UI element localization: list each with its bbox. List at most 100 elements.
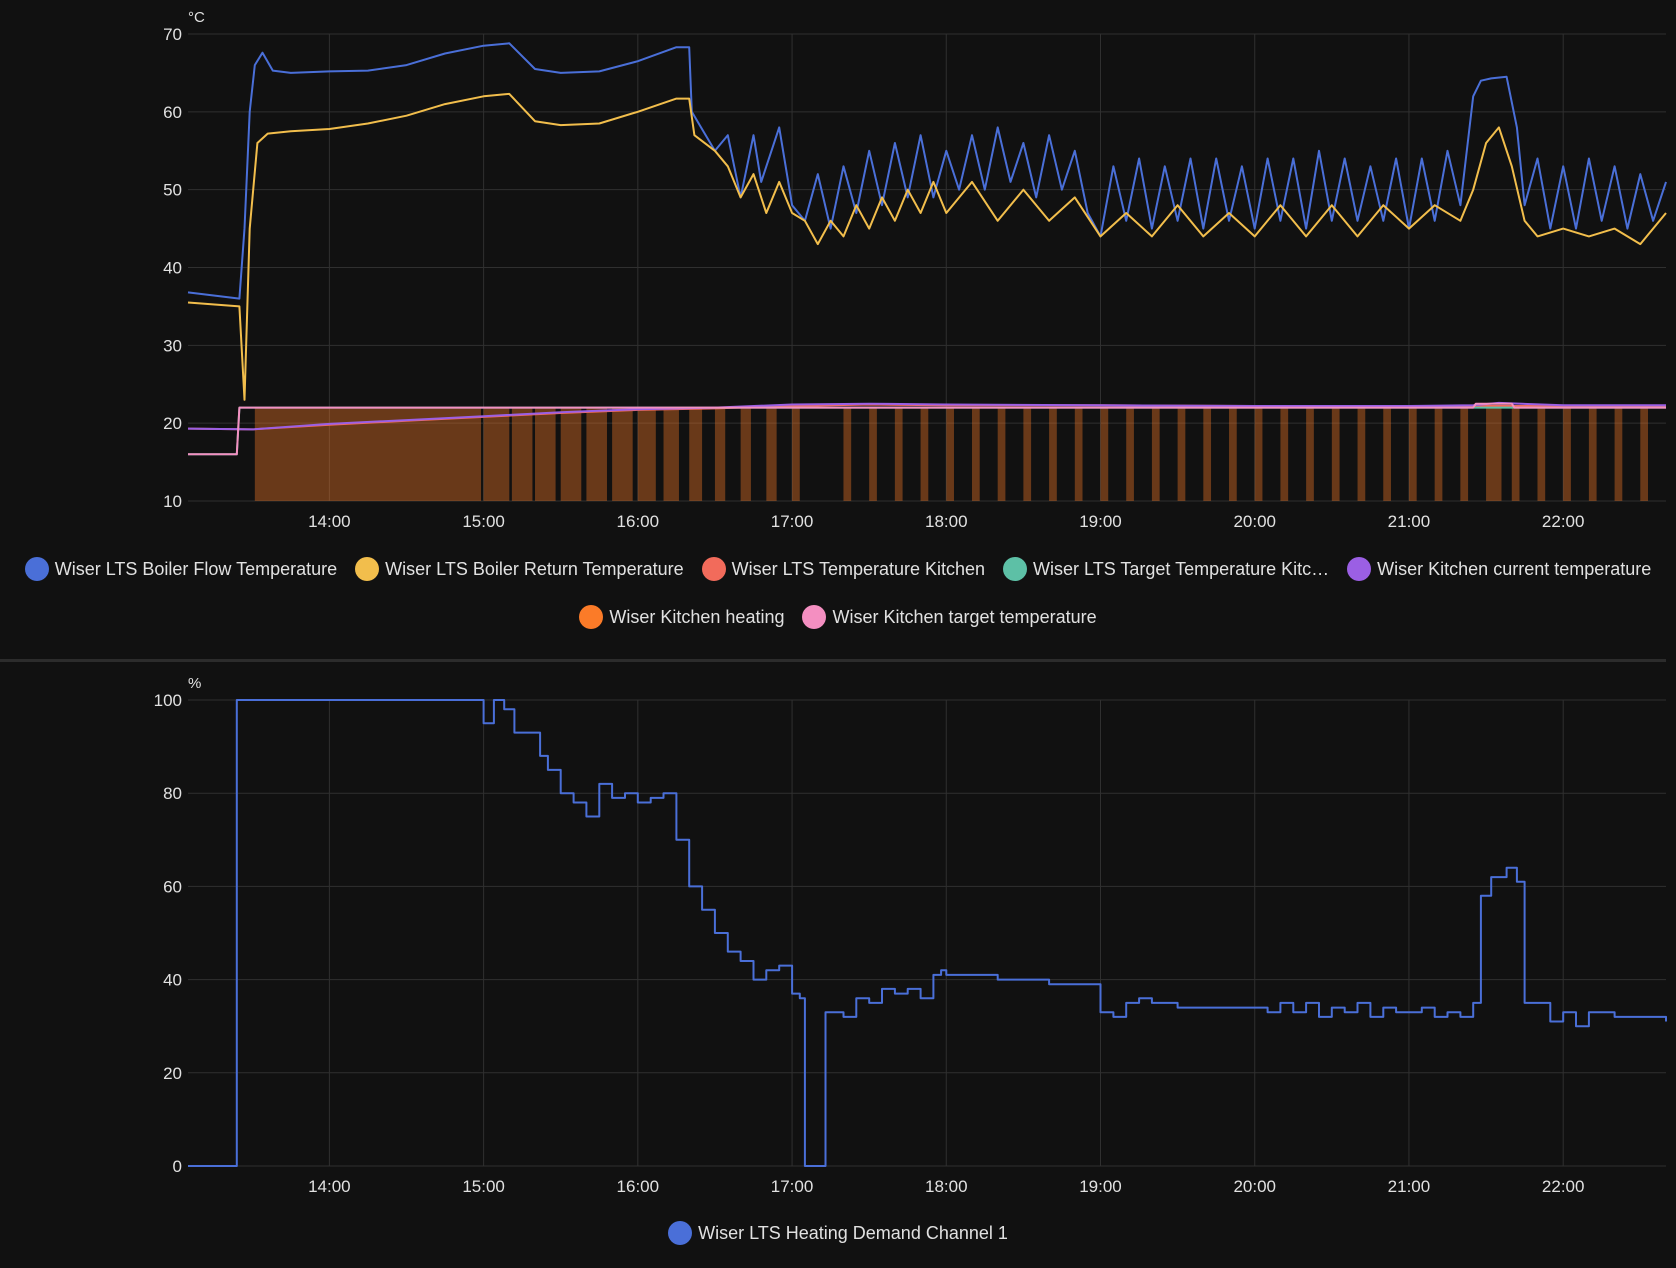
heating-on-bar <box>843 407 852 501</box>
heating-on-bar <box>1023 407 1032 501</box>
heating-on-bar <box>560 407 582 501</box>
series-line-wiser-kitchen-current-temperature <box>187 401 1666 431</box>
temperature-legend: Wiser LTS Boiler Flow Temperature Wiser L… <box>0 545 1676 641</box>
temperature-y-tick-label: 20 <box>163 414 182 433</box>
legend-item-wiser-lts-target-temperature-kitc[interactable]: Wiser LTS Target Temperature Kitc… <box>1003 545 1329 593</box>
legend-item-wiser-lts-boiler-return-temperature[interactable]: Wiser LTS Boiler Return Temperature <box>355 545 684 593</box>
series-line-wiser-lts-boiler-flow-temperature <box>187 42 1667 300</box>
heating-on-bar <box>663 407 679 501</box>
series-line-wiser-lts-heating-demand-channel-1 <box>188 699 1667 1167</box>
series-line-wiser-kitchen-target-temperature <box>188 402 1666 456</box>
temperature-x-tick-label: 19:00 <box>1079 512 1122 531</box>
heating-on-bar <box>1434 407 1443 501</box>
temperature-y-tick-label: 30 <box>163 336 182 355</box>
temperature-x-tick-label: 20:00 <box>1233 512 1276 531</box>
legend-label: Wiser Kitchen heating <box>609 606 785 627</box>
kitchen-heating-bars <box>254 407 1649 501</box>
legend-swatch <box>355 557 380 581</box>
heating-on-bar <box>1177 407 1186 501</box>
heating-on-bar <box>971 407 980 501</box>
demand-legend: Wiser LTS Heating Demand Channel 1 <box>0 1209 1676 1257</box>
heating-on-bar <box>511 407 533 501</box>
heating-on-bar <box>483 407 510 501</box>
temperature-y-tick-labels: 10 20 30 40 50 60 70 <box>163 25 182 511</box>
heating-on-bar <box>1511 407 1520 501</box>
temperature-y-tick-label: 40 <box>163 259 182 278</box>
chart-divider <box>0 659 1666 662</box>
heating-on-bar <box>1100 407 1109 501</box>
temperature-y-tick-label: 10 <box>163 492 182 511</box>
heating-on-bar <box>1203 407 1212 501</box>
heating-on-bar <box>1588 407 1597 501</box>
demand-x-tick-label: 17:00 <box>771 1177 814 1196</box>
legend-item-wiser-kitchen-target-temperature[interactable]: Wiser Kitchen target temperature <box>802 593 1097 641</box>
legend-label: Wiser Kitchen target temperature <box>832 606 1097 627</box>
legend-label: Wiser LTS Boiler Return Temperature <box>385 558 684 579</box>
temperature-y-tick-label: 70 <box>163 25 182 44</box>
series-line-wiser-lts-boiler-return-temperature <box>187 92 1667 401</box>
legend-item-wiser-lts-boiler-flow-temperature[interactable]: Wiser LTS Boiler Flow Temperature <box>24 545 338 593</box>
heating-on-bar <box>1049 407 1057 501</box>
heating-on-bar <box>1357 407 1366 501</box>
heating-on-bar <box>1614 407 1623 501</box>
legend-swatch <box>802 605 827 629</box>
legend-item-wiser-lts-heating-demand-channel-1[interactable]: Wiser LTS Heating Demand Channel 1 <box>668 1209 1008 1257</box>
legend-label: Wiser Kitchen current temperature <box>1377 558 1652 579</box>
legend-swatch <box>701 557 726 581</box>
heating-on-bar <box>792 407 800 501</box>
temperature-y-tick-label: 60 <box>163 103 182 122</box>
temperature-x-tick-label: 21:00 <box>1388 512 1431 531</box>
heating-on-bar <box>689 407 703 501</box>
heating-on-bar <box>1229 407 1237 501</box>
temperature-chart: °C 10 20 30 40 50 60 70 14:00 15:00 16:00 17:00 18… <box>163 9 1667 531</box>
legend-swatch <box>24 557 49 581</box>
temperature-x-tick-labels: 14:00 15:00 16:00 17:00 18:00 19:00 20:00 21:00… <box>308 512 1584 531</box>
demand-x-tick-label: 15:00 <box>462 1177 505 1196</box>
demand-y-tick-label: 40 <box>163 971 182 990</box>
legend-swatch <box>668 1221 693 1245</box>
legend-item-wiser-kitchen-heating[interactable]: Wiser Kitchen heating <box>579 593 784 641</box>
demand-grid <box>188 699 1666 1167</box>
heating-on-bar <box>637 407 656 501</box>
heating-on-bar <box>535 407 556 501</box>
heating-on-bar <box>1537 407 1546 501</box>
heating-on-bar <box>1306 407 1314 501</box>
demand-x-tick-labels: 14:00 15:00 16:00 17:00 18:00 19:00 20:00 21:00… <box>308 1177 1584 1196</box>
demand-x-tick-label: 21:00 <box>1388 1177 1431 1196</box>
heating-on-bar <box>586 407 607 501</box>
legend-swatch <box>579 605 604 629</box>
temperature-x-tick-label: 16:00 <box>617 512 660 531</box>
demand-x-tick-label: 22:00 <box>1542 1177 1585 1196</box>
temperature-lines <box>187 42 1667 456</box>
demand-y-tick-label: 100 <box>154 691 182 710</box>
temperature-unit-label: °C <box>188 9 205 26</box>
heating-on-bar <box>1563 407 1571 501</box>
legend-label: Wiser LTS Boiler Flow Temperature <box>54 558 338 579</box>
demand-y-tick-labels: 0 20 40 60 80 100 <box>154 691 182 1176</box>
heating-on-bar <box>612 407 633 501</box>
demand-x-tick-label: 19:00 <box>1079 1177 1122 1196</box>
heating-on-bar <box>1074 407 1083 501</box>
temperature-x-tick-label: 22:00 <box>1542 512 1585 531</box>
temperature-x-tick-label: 18:00 <box>925 512 968 531</box>
legend-swatch <box>1347 557 1372 581</box>
temperature-y-tick-label: 50 <box>163 181 182 200</box>
heating-on-bar <box>1383 407 1391 501</box>
temperature-x-tick-label: 17:00 <box>771 512 814 531</box>
heating-on-bar <box>1408 407 1417 501</box>
temperature-x-tick-label: 14:00 <box>308 512 351 531</box>
heating-on-bar <box>1331 407 1340 501</box>
demand-y-tick-label: 60 <box>163 877 182 896</box>
legend-item-wiser-kitchen-current-temperature[interactable]: Wiser Kitchen current temperature <box>1347 545 1651 593</box>
legend-label: Wiser LTS Heating Demand Channel 1 <box>698 1222 1008 1243</box>
legend-item-wiser-lts-temperature-kitchen[interactable]: Wiser LTS Temperature Kitchen <box>701 545 985 593</box>
heating-on-bar <box>740 407 751 501</box>
temperature-grid <box>188 33 1666 502</box>
heating-on-bar <box>1126 407 1134 501</box>
heating-on-bar <box>920 407 929 501</box>
demand-x-tick-label: 16:00 <box>617 1177 660 1196</box>
demand-lines <box>188 699 1667 1167</box>
demand-x-tick-label: 20:00 <box>1233 1177 1276 1196</box>
legend-label: Wiser LTS Target Temperature Kitc… <box>1033 558 1330 579</box>
temperature-x-tick-label: 15:00 <box>462 512 505 531</box>
